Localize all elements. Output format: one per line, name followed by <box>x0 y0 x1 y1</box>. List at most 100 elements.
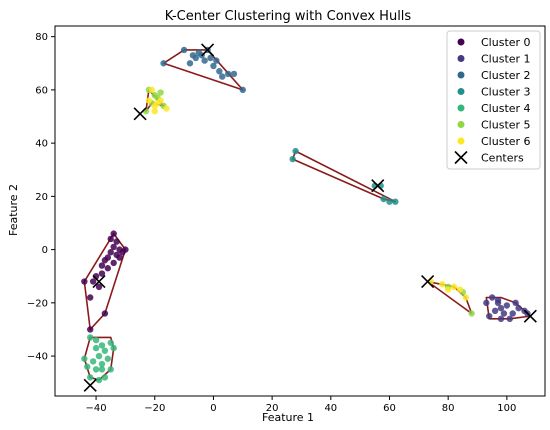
x-tick-label: 80 <box>442 403 455 414</box>
point-cluster-4 <box>81 355 88 362</box>
legend: Cluster 0 Cluster 1 Cluster 2 Cluster 3 Clus… <box>446 30 541 170</box>
point-cluster-0 <box>101 310 109 317</box>
point-cluster-4 <box>101 374 109 381</box>
point-cluster-4 <box>92 336 100 344</box>
point-cluster-4 <box>107 339 114 346</box>
point-cluster-2 <box>213 57 220 64</box>
point-cluster-3 <box>289 155 296 163</box>
center-marker-stroke <box>201 43 215 57</box>
x-tick-label: 20 <box>266 403 279 414</box>
y-tick-label: 80 <box>35 32 48 43</box>
point-cluster-4 <box>84 363 91 370</box>
legend-label: Cluster 3 <box>481 86 531 99</box>
point-cluster-4 <box>98 342 106 349</box>
point-cluster-2 <box>189 52 197 59</box>
point-cluster-1 <box>497 304 505 312</box>
center-marker-stroke <box>371 179 385 193</box>
legend-marker <box>457 121 465 128</box>
point-cluster-2 <box>160 60 167 67</box>
point-cluster-0 <box>113 238 120 245</box>
center-marker-stroke <box>421 274 435 289</box>
point-cluster-0 <box>87 326 94 333</box>
point-cluster-0 <box>89 278 97 285</box>
point-cluster-1 <box>483 299 490 307</box>
legend-label: Cluster 1 <box>481 53 531 66</box>
point-cluster-4 <box>110 344 117 352</box>
legend-marker <box>454 150 468 165</box>
point-cluster-0 <box>104 265 112 272</box>
legend-label: Cluster 0 <box>481 36 531 49</box>
point-cluster-3 <box>386 198 393 205</box>
convex-hull-2 <box>291 150 397 203</box>
convex-hull-3 <box>83 232 127 331</box>
point-cluster-3 <box>292 147 299 155</box>
point-cluster-0 <box>110 243 117 251</box>
x-axis-label: Feature 1 <box>262 411 314 424</box>
point-cluster-0 <box>122 246 129 253</box>
y-tick-label: 60 <box>35 85 48 96</box>
y-tick-label: 40 <box>35 139 48 150</box>
legend-marker <box>457 71 465 79</box>
point-cluster-2 <box>239 86 246 94</box>
point-cluster-5 <box>157 89 164 96</box>
point-cluster-2 <box>186 60 194 67</box>
legend-marker <box>457 38 465 46</box>
center-marker <box>133 107 147 121</box>
x-tick-label: −20 <box>144 403 165 414</box>
legend-marker <box>457 55 465 62</box>
x-tick-label: 60 <box>383 403 396 414</box>
point-cluster-2 <box>216 68 223 75</box>
point-cluster-1 <box>491 307 499 315</box>
point-cluster-6 <box>456 286 464 293</box>
point-cluster-4 <box>87 334 94 341</box>
point-cluster-1 <box>512 299 519 307</box>
point-cluster-1 <box>506 315 513 323</box>
point-cluster-4 <box>87 374 94 381</box>
point-cluster-4 <box>92 344 100 352</box>
legend-marker <box>457 104 465 112</box>
plot-frame <box>54 25 546 397</box>
point-cluster-2 <box>210 62 217 70</box>
point-cluster-2 <box>224 70 232 78</box>
point-cluster-0 <box>116 254 123 261</box>
center-marker-stroke <box>92 274 106 289</box>
point-cluster-1 <box>497 315 505 323</box>
point-cluster-0 <box>101 257 109 264</box>
legend-marker <box>457 88 465 95</box>
point-cluster-5 <box>468 310 475 317</box>
point-cluster-1 <box>486 312 493 320</box>
y-tick-label: −20 <box>27 298 48 309</box>
y-axis-ticks: −40 −20 0 20 40 60 80 <box>27 32 55 363</box>
point-cluster-4 <box>104 355 112 362</box>
point-cluster-4 <box>89 358 97 365</box>
point-cluster-4 <box>95 352 103 360</box>
point-cluster-0 <box>95 283 103 291</box>
point-cluster-6 <box>151 102 158 110</box>
x-tick-label: 40 <box>324 403 337 414</box>
point-cluster-6 <box>151 107 158 115</box>
point-cluster-4 <box>98 366 106 373</box>
point-cluster-0 <box>110 230 117 237</box>
point-cluster-0 <box>107 249 114 256</box>
y-tick-label: −40 <box>27 352 48 363</box>
point-cluster-6 <box>439 281 446 288</box>
x-tick-label: −40 <box>86 403 107 414</box>
point-cluster-6 <box>163 105 170 112</box>
point-cluster-4 <box>98 360 106 368</box>
point-cluster-2 <box>180 46 188 54</box>
point-cluster-0 <box>110 259 117 267</box>
plot-area <box>81 43 537 392</box>
center-marker <box>523 309 537 323</box>
point-cluster-1 <box>494 296 502 304</box>
point-cluster-6 <box>148 86 156 94</box>
center-marker <box>371 179 385 193</box>
point-cluster-2 <box>219 73 226 80</box>
y-tick-label: 20 <box>35 192 48 203</box>
center-marker <box>83 378 97 392</box>
point-cluster-6 <box>450 283 458 291</box>
center-marker <box>201 43 215 57</box>
point-cluster-1 <box>515 304 522 312</box>
point-cluster-6 <box>157 97 164 104</box>
point-cluster-1 <box>488 294 496 301</box>
legend-label: Centers <box>481 152 524 165</box>
